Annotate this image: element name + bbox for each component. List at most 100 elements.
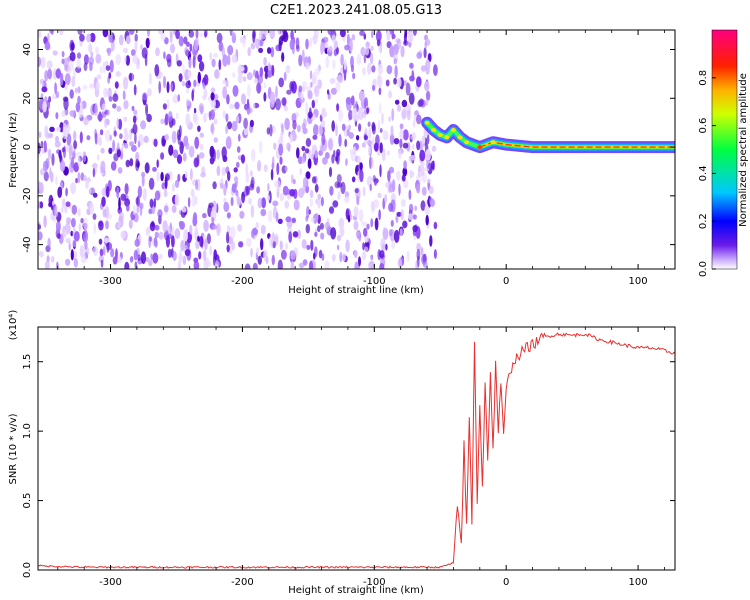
noise-cell [212,149,216,162]
noise-cell [158,253,163,260]
noise-cell [199,143,204,151]
noise-cell [160,152,165,160]
noise-cell [396,77,402,88]
noise-cell [47,132,54,139]
noise-cell [433,64,438,76]
noise-cell [178,73,183,82]
noise-cell [118,220,121,229]
noise-cell [250,247,253,258]
signal-point [450,128,456,132]
noise-cell [124,183,129,195]
noise-cell [389,183,394,193]
noise-cell [237,73,243,84]
noise-cell [192,216,198,227]
noise-cell [359,162,363,171]
noise-cell [288,231,293,243]
noise-cell [412,225,418,233]
noise-cell [236,146,241,153]
noise-cell [82,233,87,241]
noise-cell [195,36,199,46]
noise-cell [418,98,424,107]
noise-cell [70,156,75,169]
noise-cell [89,202,95,215]
noise-cell [184,170,188,179]
noise-cell [110,161,117,171]
noise-cell [238,198,241,206]
x-tick-label: 100 [629,577,648,588]
noise-cell [423,47,427,59]
noise-cell [308,260,314,269]
noise-cell [102,208,107,218]
noise-cell [344,138,348,148]
noise-cell [128,219,133,229]
noise-cell [289,39,295,51]
noise-cell [221,47,226,58]
noise-cell [356,195,360,206]
noise-cell [98,238,103,245]
noise-cell [311,74,316,85]
noise-cell [388,116,391,122]
noise-cell [67,60,74,72]
noise-cell [409,75,415,82]
noise-cell [399,228,403,236]
noise-cell [38,231,43,241]
noise-cell [44,70,49,82]
x-tick-label: -100 [363,577,386,588]
noise-cell [194,136,200,149]
noise-cell [141,174,145,187]
noise-cell [92,192,98,198]
noise-cell [231,120,238,132]
noise-cell [416,52,422,59]
noise-cell [146,226,151,235]
noise-cell [277,259,283,269]
noise-cell [132,54,139,64]
noise-cell [301,239,307,249]
noise-cell [179,221,186,230]
noise-cell [297,124,301,133]
noise-cell [125,35,131,45]
noise-cell [419,149,426,162]
noise-cell [321,253,325,261]
noise-cell [148,259,153,266]
noise-cell [165,235,170,248]
noise-cell [80,254,87,264]
noise-cell [171,235,175,248]
noise-cell [344,196,350,203]
noise-cell [52,68,57,80]
noise-cell [134,41,138,52]
noise-cell [286,89,292,95]
noise-cell [348,39,354,53]
noise-cell [379,250,385,259]
noise-cell [327,30,333,35]
noise-cell [275,211,279,223]
noise-cell [430,198,435,207]
noise-cell [160,118,165,125]
noise-cell [425,90,431,101]
noise-cell [425,99,429,106]
noise-cell [193,79,197,88]
noise-cell [324,221,331,231]
noise-cell [203,74,209,86]
noise-cell [300,93,304,100]
noise-cell [157,72,162,80]
noise-cell [331,253,336,262]
y-tick-label: 0.0 [22,562,33,578]
noise-cell [354,261,359,269]
noise-cell [51,153,55,166]
noise-cell [302,176,309,188]
noise-cell [199,235,204,248]
noise-cell [305,171,311,180]
noise-cell [40,168,45,176]
noise-cell [134,33,138,42]
noise-cell [367,62,372,75]
noise-cell [256,247,260,256]
noise-cell [345,239,350,253]
noise-cell [83,116,89,126]
noise-cell [315,98,319,104]
noise-cell [184,249,191,257]
noise-cell [258,47,264,54]
noise-cell [352,72,356,80]
noise-cell [57,186,63,198]
noise-cell [379,128,383,133]
noise-cell [171,205,177,213]
